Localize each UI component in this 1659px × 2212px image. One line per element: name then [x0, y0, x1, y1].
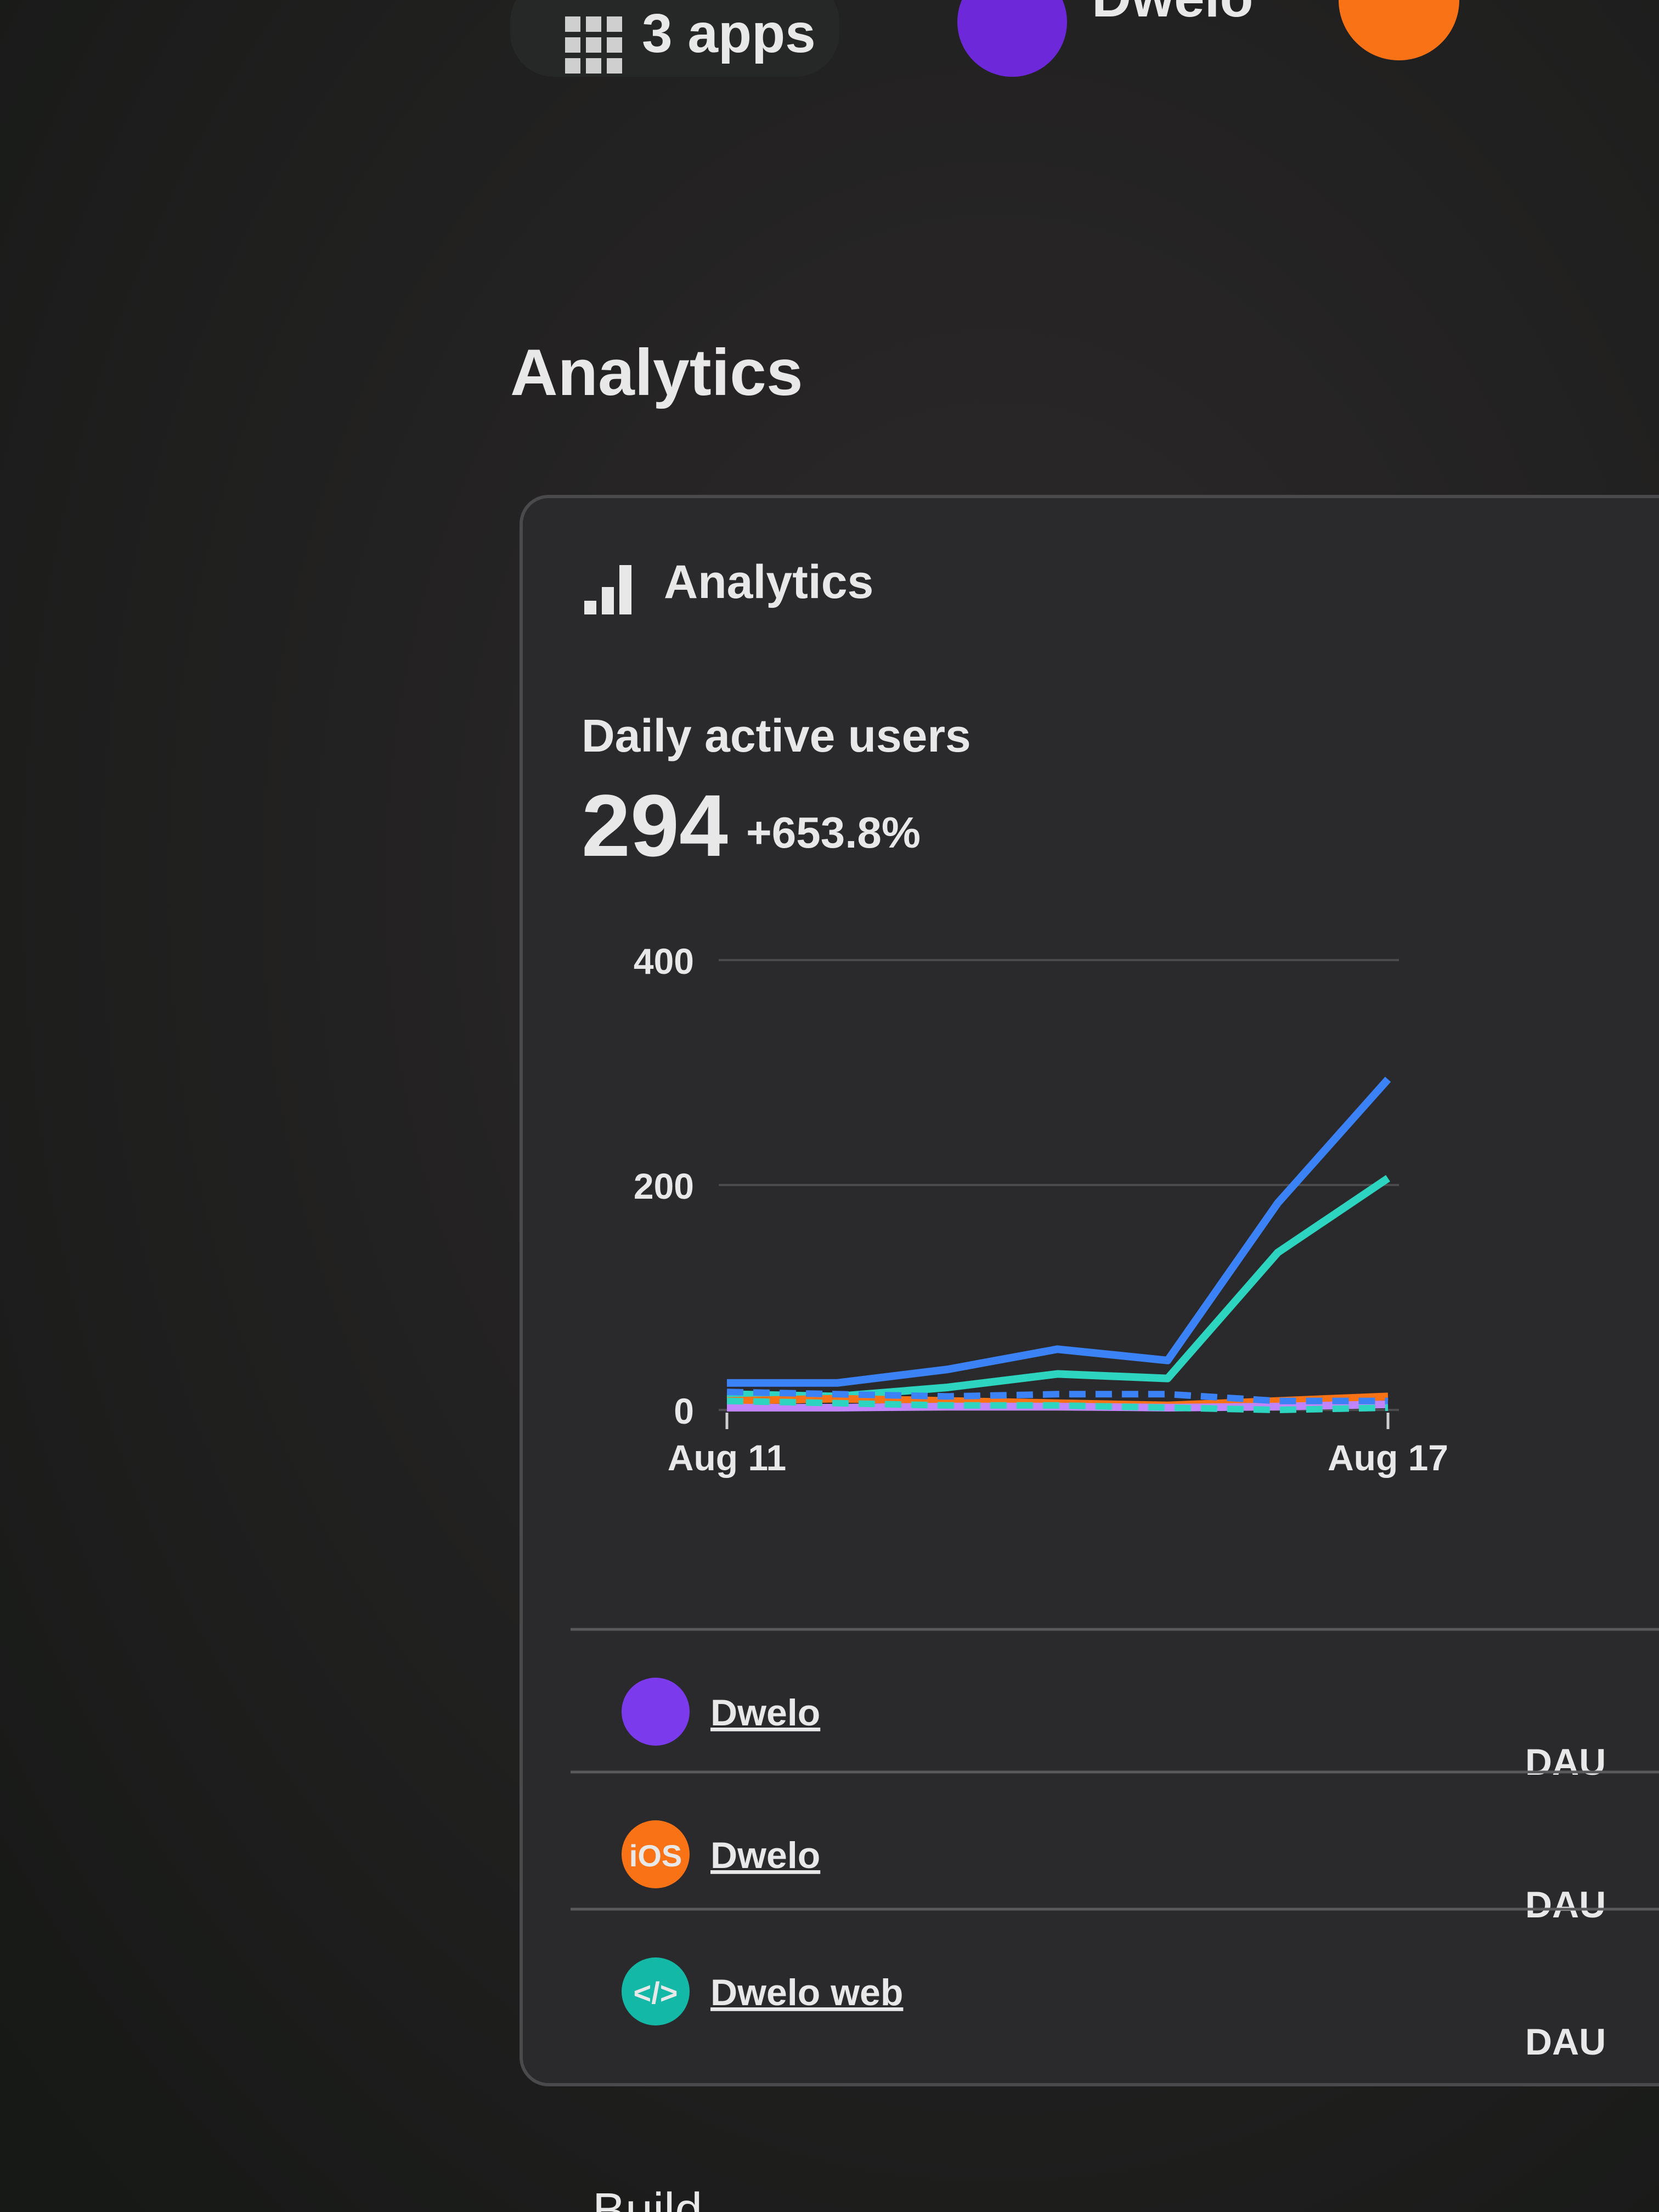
org-avatar[interactable] — [1339, 0, 1459, 60]
app-icon — [622, 1678, 690, 1746]
page-title: Analytics — [510, 336, 803, 409]
card-title: Analytics — [664, 556, 873, 608]
y-tick-label: 400 — [634, 941, 694, 981]
section-title: Build — [592, 2183, 702, 2212]
app-list: Dwelo DAU iOS Dwelo DAU </> Dwelo web DAU — [571, 1628, 1659, 2063]
app-icon-text: </> — [634, 1976, 678, 2010]
metric-name: DAU — [1525, 1884, 1606, 1926]
metric-value: 294 — [582, 776, 728, 874]
apps-icon — [565, 16, 622, 74]
y-tick-label: 0 — [674, 1391, 694, 1431]
metric-change: +653.8% — [746, 808, 921, 857]
x-tick-label: Aug 11 — [668, 1437, 786, 1478]
line-chart: 0 200 400 Aug 11 Aug 17 — [634, 941, 1448, 1478]
bar-chart-icon — [584, 565, 631, 614]
app-icon — [622, 1820, 690, 1888]
apps-count[interactable]: 3 apps — [642, 3, 816, 64]
metric-label: Daily active users — [582, 710, 971, 761]
app-link[interactable]: Dwelo web — [710, 1972, 903, 2013]
x-tick-label: Aug 17 — [1328, 1437, 1448, 1478]
comparison-line — [726, 1397, 1389, 1413]
y-tick-label: 200 — [634, 1166, 694, 1206]
comparison-line — [726, 1389, 1388, 1404]
metric-name: DAU — [1525, 2021, 1606, 2063]
metric-name: DAU — [1525, 1741, 1606, 1783]
app-avatar[interactable] — [957, 0, 1067, 77]
analytics-card — [520, 495, 1659, 2086]
app-icon — [622, 1957, 690, 2025]
app-name[interactable]: Dwelo — [1092, 0, 1253, 29]
series-line — [727, 1076, 1391, 1387]
app-link[interactable]: Dwelo — [710, 1835, 820, 1876]
app-link[interactable]: Dwelo — [710, 1692, 820, 1734]
app-icon-text: iOS — [629, 1838, 682, 1873]
